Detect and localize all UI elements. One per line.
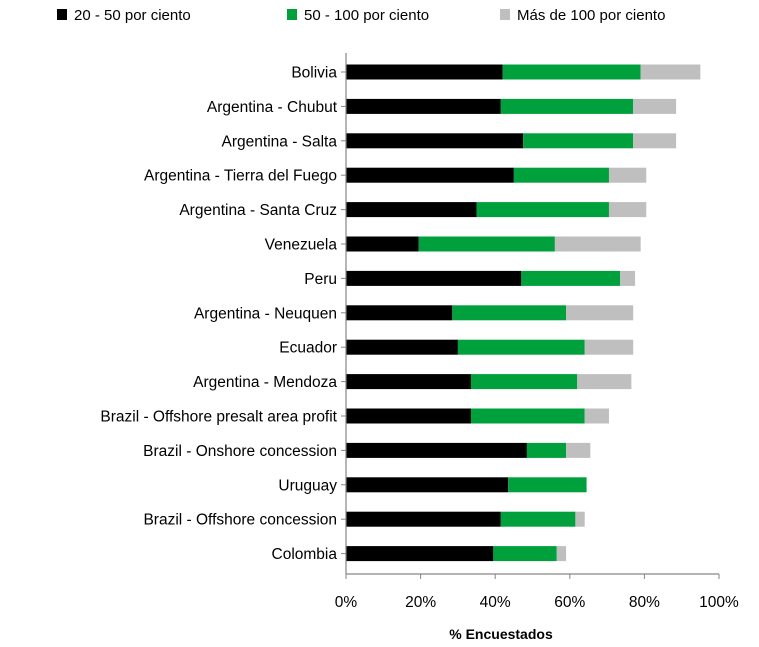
bar-segment-3 xyxy=(584,339,634,355)
category-label: Ecuador xyxy=(279,340,337,357)
bar-segment-2 xyxy=(452,305,567,321)
category-label: Argentina - Santa Cruz xyxy=(179,202,337,219)
legend-label-series-2: 50 - 100 por ciento xyxy=(304,7,429,24)
bar-segment-1 xyxy=(346,546,494,562)
category-label: Argentina - Neuquen xyxy=(194,305,337,322)
bar-segment-1 xyxy=(346,305,453,321)
x-tick-label: 20% xyxy=(405,594,436,611)
bar-segment-2 xyxy=(493,546,557,562)
x-tick-label: 80% xyxy=(629,594,660,611)
bar-segment-2 xyxy=(521,270,621,286)
bar-segment-2 xyxy=(418,236,555,252)
bar-segment-2 xyxy=(470,408,585,424)
bar-segment-1 xyxy=(346,374,471,390)
bar-segment-3 xyxy=(608,202,647,218)
category-label: Argentina - Salta xyxy=(222,133,338,150)
bar-segment-3 xyxy=(633,133,677,149)
category-label: Argentina - Chubut xyxy=(207,99,338,116)
bar-segment-3 xyxy=(640,64,701,80)
bar-segment-3 xyxy=(584,408,609,424)
legend-swatch-series-1 xyxy=(57,9,67,20)
bar-segment-2 xyxy=(500,511,576,527)
bar-segment-2 xyxy=(523,133,634,149)
category-label: Venezuela xyxy=(265,237,338,254)
x-tick-label: 100% xyxy=(699,594,739,611)
bar-segment-1 xyxy=(346,339,458,355)
bar-segment-1 xyxy=(346,133,524,149)
legend-label-series-3: Más de 100 por ciento xyxy=(517,7,665,24)
bar-segment-3 xyxy=(566,442,591,458)
plot-area: Bolivia Argentina - Chubut Argentina - Sal… xyxy=(100,53,739,611)
bar-segment-3 xyxy=(575,511,585,527)
bar-segment-3 xyxy=(577,374,632,390)
category-label: Brazil - Onshore concession xyxy=(143,443,337,460)
category-label: Brazil - Offshore presalt area profit xyxy=(100,409,337,426)
bar-segment-3 xyxy=(620,270,636,286)
bar-segment-3 xyxy=(566,305,634,321)
legend-swatch-series-2 xyxy=(287,9,297,20)
bar-segment-3 xyxy=(554,236,641,252)
category-label: Peru xyxy=(304,271,337,288)
category-label: Uruguay xyxy=(278,477,337,494)
bar-segment-2 xyxy=(508,477,587,493)
bar-segment-1 xyxy=(346,477,509,493)
bar-segment-1 xyxy=(346,442,527,458)
bar-segment-1 xyxy=(346,270,522,286)
bar-segment-2 xyxy=(457,339,585,355)
bar-segment-3 xyxy=(556,546,567,562)
bar-segment-2 xyxy=(526,442,567,458)
bar-segment-1 xyxy=(346,236,419,252)
legend-label-series-1: 20 - 50 por ciento xyxy=(74,7,191,24)
x-tick-label: 60% xyxy=(554,594,585,611)
category-label: Bolivia xyxy=(291,65,337,82)
x-axis-title: % Encuestados xyxy=(449,626,553,642)
bar-segment-2 xyxy=(476,202,609,218)
bar-segment-3 xyxy=(633,98,677,114)
category-label: Brazil - Offshore concession xyxy=(143,512,337,529)
bar-segment-1 xyxy=(346,167,514,183)
legend: 20 - 50 por ciento 50 - 100 por ciento M… xyxy=(57,7,665,24)
x-tick-label: 0% xyxy=(335,594,358,611)
bar-segment-1 xyxy=(346,408,471,424)
category-label: Colombia xyxy=(272,546,338,563)
bar-segment-1 xyxy=(346,202,477,218)
bar-segment-2 xyxy=(513,167,609,183)
bar-segment-2 xyxy=(470,374,578,390)
bar-segment-3 xyxy=(608,167,647,183)
x-tick-label: 40% xyxy=(480,594,511,611)
bar-segment-1 xyxy=(346,98,501,114)
bar-segment-2 xyxy=(500,98,634,114)
bar-segment-2 xyxy=(502,64,641,80)
bar-segment-1 xyxy=(346,511,501,527)
legend-swatch-series-3 xyxy=(500,9,510,20)
category-label: Argentina - Mendoza xyxy=(193,374,337,391)
category-label: Argentina - Tierra del Fuego xyxy=(144,168,337,185)
bar-segment-1 xyxy=(346,64,503,80)
